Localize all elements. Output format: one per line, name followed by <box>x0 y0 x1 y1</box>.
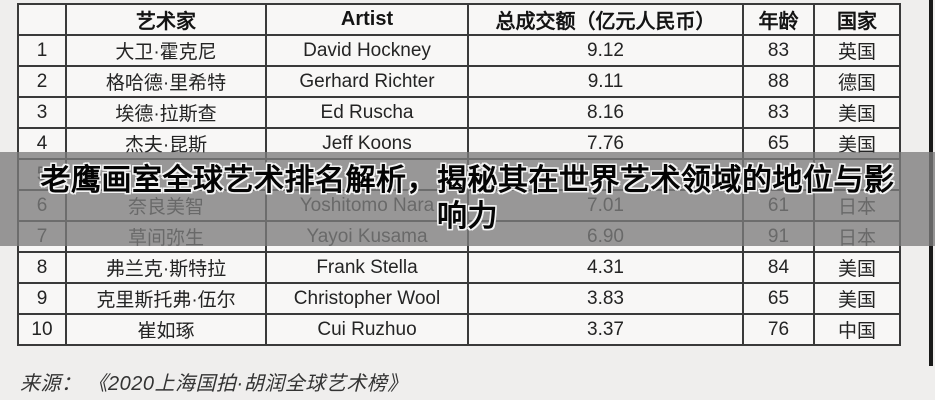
header-artist-cn: 艺术家 <box>65 3 267 36</box>
table-row: 1 大卫·霍克尼 David Hockney 9.12 83 英国 <box>17 34 901 67</box>
sales-cell: 9.11 <box>467 65 744 98</box>
table-row: 3 埃德·拉斯查 Ed Ruscha 8.16 83 美国 <box>17 96 901 129</box>
artist-cn-cell: 杰夫·昆斯 <box>65 127 267 160</box>
artist-en-cell: Frank Stella <box>265 251 469 284</box>
rank-cell: 10 <box>17 313 67 346</box>
rank-cell: 8 <box>17 251 67 284</box>
age-cell: 65 <box>742 282 815 315</box>
artist-cn-cell: 克里斯托弗·伍尔 <box>65 282 267 315</box>
country-cell: 美国 <box>813 282 901 315</box>
artist-en-cell: Christopher Wool <box>265 282 469 315</box>
header-country: 国家 <box>813 3 901 36</box>
header-sales: 总成交额（亿元人民币） <box>467 3 744 36</box>
headline-overlay-band: 老鹰画室全球艺术排名解析，揭秘其在世界艺术领域的地位与影 响力 <box>0 152 935 246</box>
source-note: 来源： 《2020上海国拍·胡润全球艺术榜》 <box>20 373 408 395</box>
country-cell: 美国 <box>813 96 901 129</box>
artist-en-cell: Ed Ruscha <box>265 96 469 129</box>
sales-cell: 3.83 <box>467 282 744 315</box>
age-cell: 76 <box>742 313 815 346</box>
age-cell: 88 <box>742 65 815 98</box>
sales-cell: 4.31 <box>467 251 744 284</box>
country-cell: 中国 <box>813 313 901 346</box>
sales-cell: 3.37 <box>467 313 744 346</box>
table-header-row: 艺术家 Artist 总成交额（亿元人民币） 年龄 国家 <box>17 3 901 36</box>
table-row: 10 崔如琢 Cui Ruzhuo 3.37 76 中国 <box>17 313 901 346</box>
sales-cell: 8.16 <box>467 96 744 129</box>
table-row: 8 弗兰克·斯特拉 Frank Stella 4.31 84 美国 <box>17 251 901 284</box>
header-artist-en: Artist <box>265 3 469 36</box>
artist-cn-cell: 弗兰克·斯特拉 <box>65 251 267 284</box>
artist-cn-cell: 大卫·霍克尼 <box>65 34 267 67</box>
artist-en-cell: David Hockney <box>265 34 469 67</box>
rank-cell: 1 <box>17 34 67 67</box>
country-cell: 德国 <box>813 65 901 98</box>
artist-en-cell: Gerhard Richter <box>265 65 469 98</box>
table-row: 2 格哈德·里希特 Gerhard Richter 9.11 88 德国 <box>17 65 901 98</box>
rank-cell: 9 <box>17 282 67 315</box>
sales-cell: 9.12 <box>467 34 744 67</box>
age-cell: 83 <box>742 96 815 129</box>
table-row: 9 克里斯托弗·伍尔 Christopher Wool 3.83 65 美国 <box>17 282 901 315</box>
rank-cell: 2 <box>17 65 67 98</box>
artist-cn-cell: 埃德·拉斯查 <box>65 96 267 129</box>
country-cell: 美国 <box>813 251 901 284</box>
rank-cell: 3 <box>17 96 67 129</box>
header-age: 年龄 <box>742 3 815 36</box>
age-cell: 84 <box>742 251 815 284</box>
artist-en-cell: Cui Ruzhuo <box>265 313 469 346</box>
artist-cn-cell: 崔如琢 <box>65 313 267 346</box>
country-cell: 英国 <box>813 34 901 67</box>
age-cell: 83 <box>742 34 815 67</box>
headline-text-line2: 响力 <box>437 200 498 233</box>
artist-cn-cell: 格哈德·里希特 <box>65 65 267 98</box>
headline-text-line1: 老鹰画室全球艺术排名解析，揭秘其在世界艺术领域的地位与影 <box>40 164 895 197</box>
header-rank <box>17 3 67 36</box>
